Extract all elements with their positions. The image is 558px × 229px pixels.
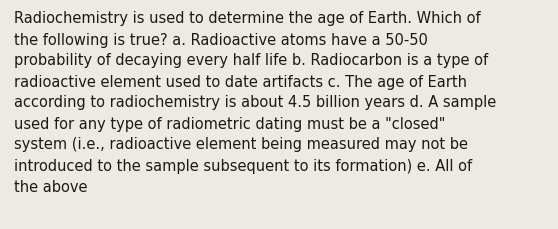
Text: Radiochemistry is used to determine the age of Earth. Which of
the following is : Radiochemistry is used to determine the … [14,11,496,194]
